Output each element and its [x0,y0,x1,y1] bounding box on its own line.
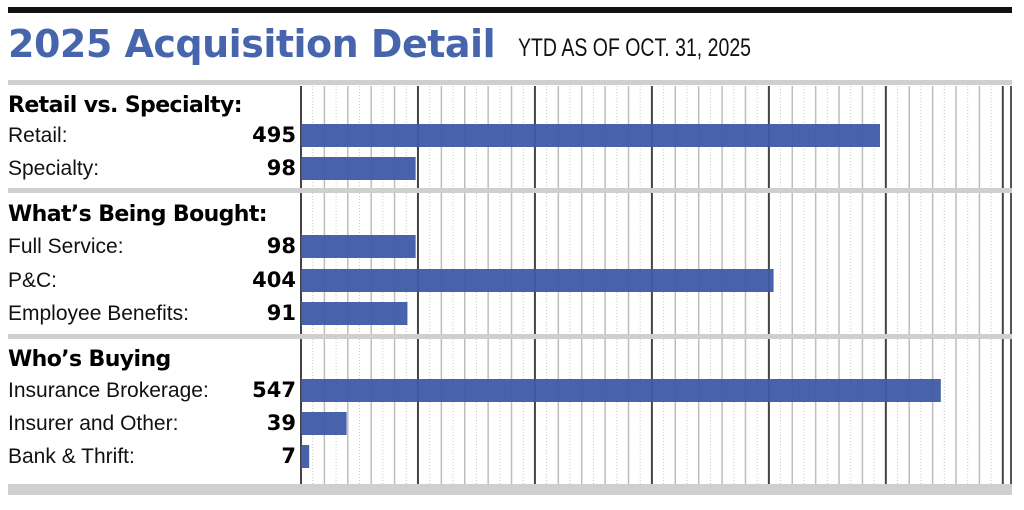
group-heading: Retail vs. Specialty: [8,93,243,118]
value-label: 404 [252,268,296,292]
separator-band [8,80,1012,85]
category-label: P&C: [8,269,58,292]
category-label: Full Service: [8,235,124,258]
bar [301,235,416,258]
category-label: Insurer and Other: [8,412,179,435]
value-label: 495 [252,123,296,147]
bar [301,124,880,147]
separator-band [8,484,1012,495]
category-label: Insurance Brokerage: [8,379,209,402]
value-label: 98 [266,234,296,258]
bar [301,157,416,180]
bar [301,445,310,468]
value-label: 7 [281,444,296,468]
group-heading: Who’s Buying [8,347,171,372]
category-label: Bank & Thrift: [8,445,135,468]
value-label: 91 [266,301,296,325]
category-label: Employee Benefits: [8,302,189,325]
bar [301,302,408,325]
bar [301,379,941,402]
bar [301,412,347,435]
category-label: Specialty: [8,157,100,180]
group-heading: What’s Being Bought: [8,202,268,227]
chart-title: 2025 Acquisition Detail [8,22,496,66]
separator-band [8,334,1012,339]
category-label: Retail: [8,124,68,147]
separator-band [8,188,1012,193]
value-label: 98 [266,156,296,180]
top-rule [8,7,1012,13]
chart-subtitle: YTD AS OF OCT. 31, 2025 [518,34,752,62]
value-label: 547 [252,378,296,402]
value-label: 39 [266,411,296,435]
bar [301,269,774,292]
